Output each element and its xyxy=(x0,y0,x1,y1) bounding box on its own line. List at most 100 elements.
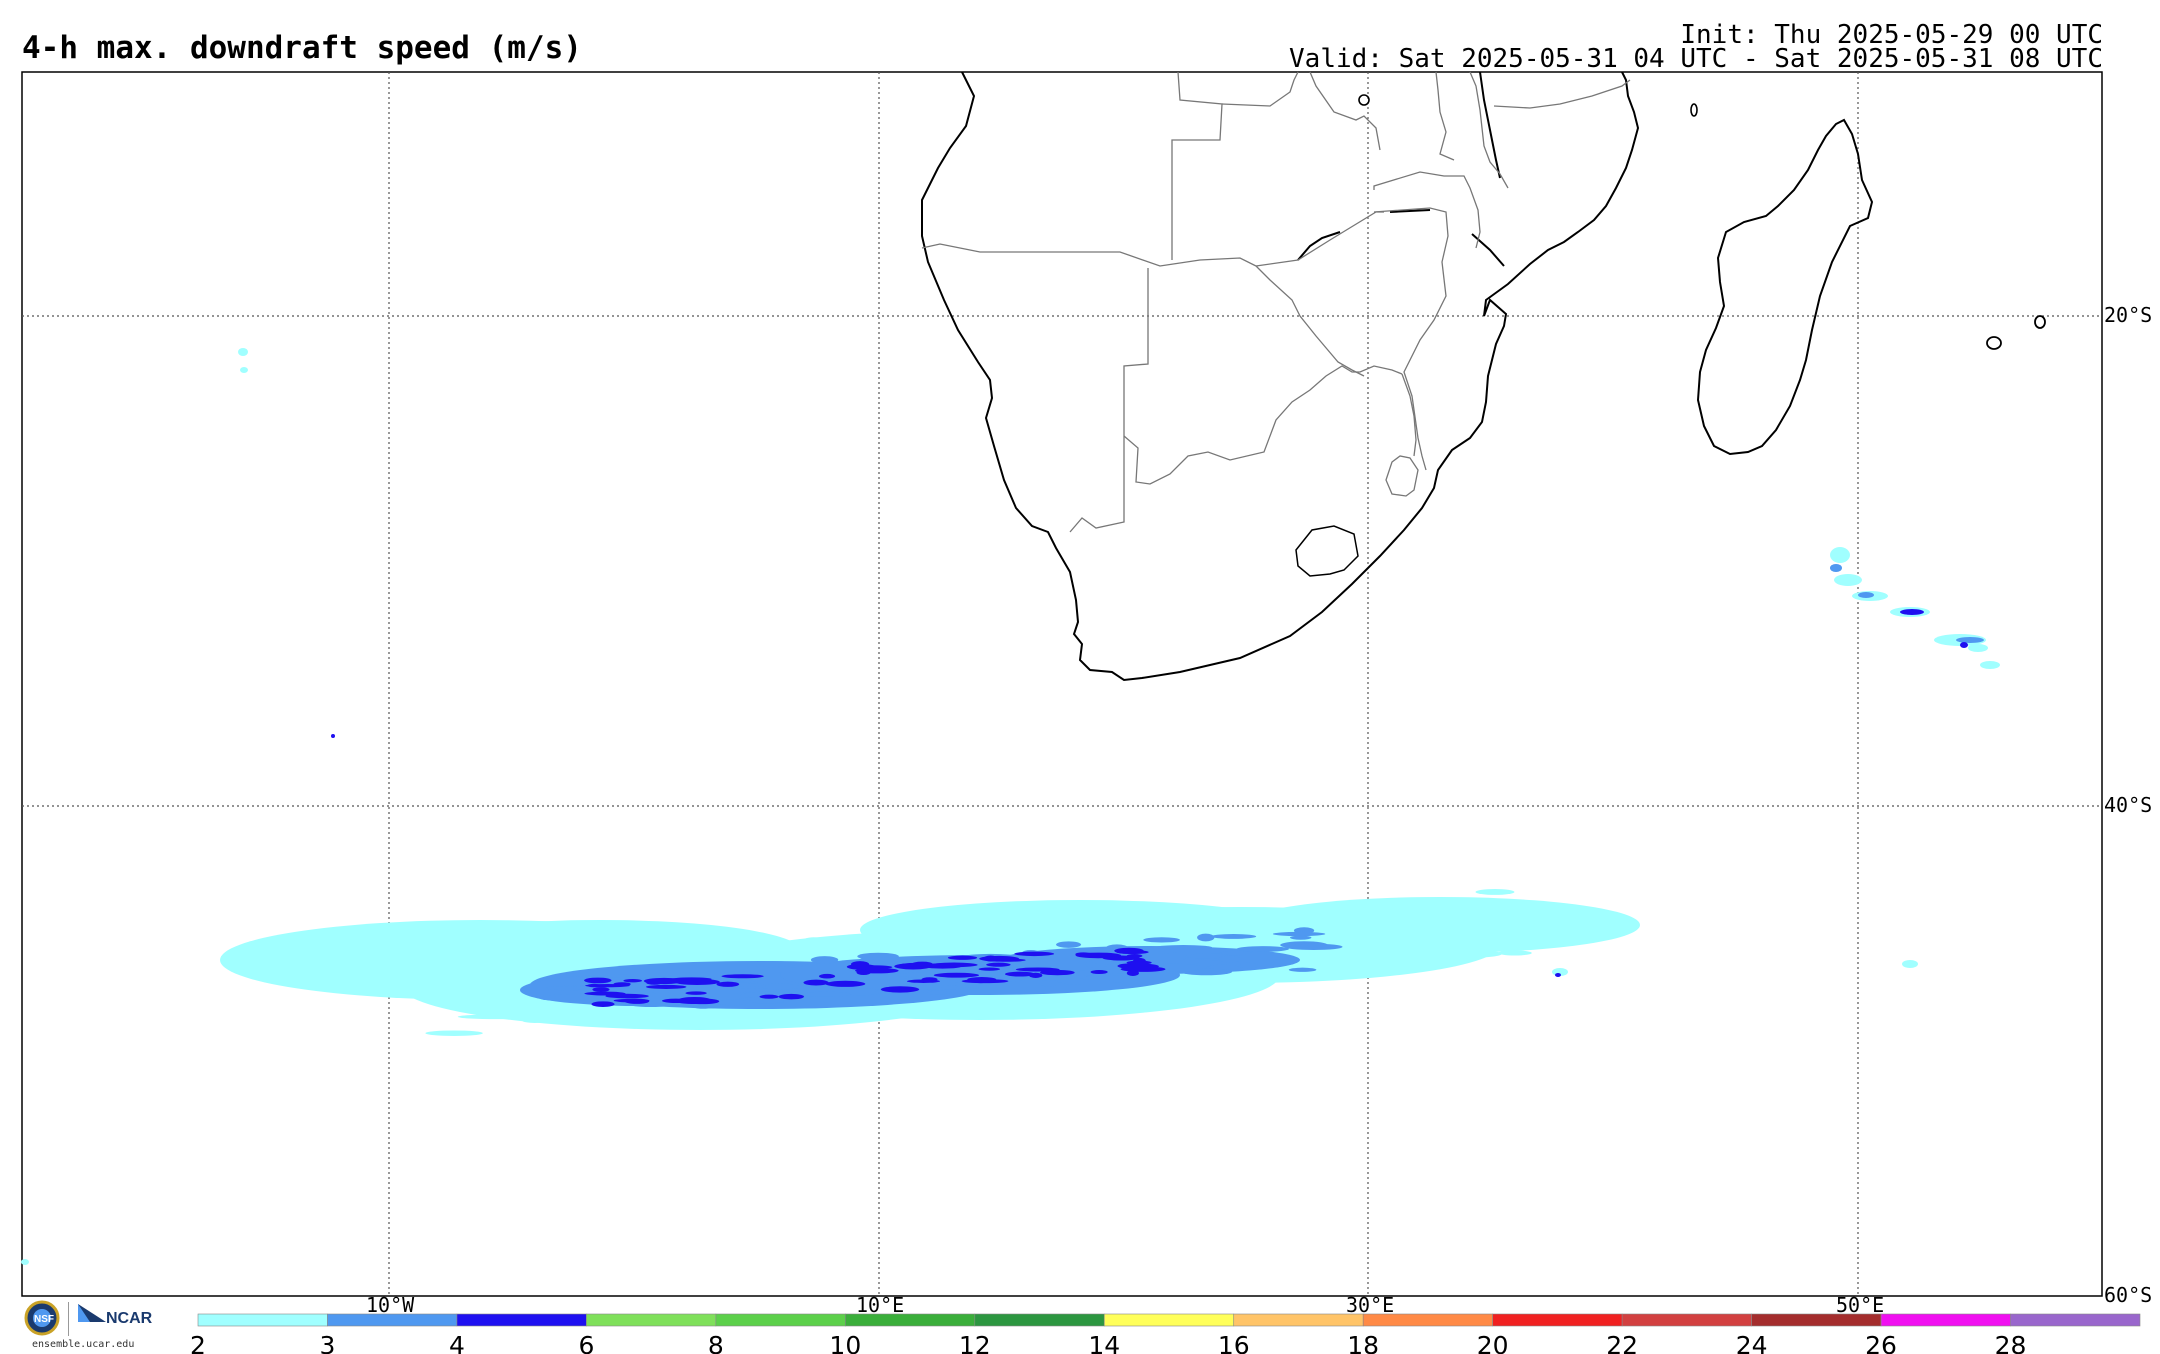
colorbar-tick-label: 8 xyxy=(708,1331,724,1354)
downdraft-streak-light xyxy=(1111,941,1183,947)
downdraft-streak-light xyxy=(614,1018,661,1024)
downdraft-streak-light xyxy=(934,937,984,944)
colorbar-tick-label: 24 xyxy=(1736,1331,1768,1354)
colorbar-swatch xyxy=(1492,1313,1623,1327)
downdraft-field xyxy=(21,348,2000,1265)
downdraft-streak-mid xyxy=(863,975,891,980)
downdraft-streak-mid xyxy=(1039,979,1059,987)
downdraft-streak-mid xyxy=(1220,950,1253,956)
downdraft-streak-light xyxy=(1487,930,1528,937)
downdraft-streak-dark xyxy=(1126,960,1152,965)
downdraft-streak-light xyxy=(1474,943,1551,950)
colorbar-tick-label: 26 xyxy=(1865,1331,1897,1354)
border-malawi-moz xyxy=(1469,71,1509,189)
country-borders xyxy=(921,71,1631,533)
downdraft-streak-mid xyxy=(776,966,793,974)
colorbar-swatch xyxy=(2010,1313,2141,1327)
downdraft-streak-mid xyxy=(1154,945,1213,950)
downdraft-streak-mid xyxy=(1239,962,1259,969)
downdraft-patch-east xyxy=(1834,574,1862,586)
downdraft-streak-dark xyxy=(585,984,630,988)
downdraft-patch-small xyxy=(21,1259,29,1265)
border-zambia-malawi xyxy=(1373,171,1481,249)
downdraft-streak-light xyxy=(1159,912,1181,918)
downdraft-patch-east xyxy=(1830,547,1850,563)
downdraft-streak-light xyxy=(442,983,500,988)
downdraft-streak-dark xyxy=(716,981,740,987)
downdraft-streak-dark xyxy=(584,977,612,984)
downdraft-streak-dark xyxy=(930,962,978,968)
downdraft-streak-mid xyxy=(1108,975,1127,983)
downdraft-patch-east-core xyxy=(1830,564,1842,572)
colorbar-swatch xyxy=(456,1313,587,1327)
downdraft-streak-dark xyxy=(880,986,920,993)
downdraft-streak-dark xyxy=(1090,970,1108,975)
downdraft-streak-dark xyxy=(900,962,931,967)
downdraft-streak-light xyxy=(1409,939,1451,948)
valid-time: Valid: Sat 2025-05-31 04 UTC - Sat 2025-… xyxy=(1289,44,2103,74)
colorbar-swatch xyxy=(1362,1313,1493,1327)
downdraft-streak-mid xyxy=(748,998,785,1004)
downdraft-streak-mid xyxy=(1284,943,1343,951)
colorbar-swatch xyxy=(197,1313,328,1327)
lon-label-10w: 10°W xyxy=(366,1293,415,1317)
downdraft-streak-light xyxy=(927,944,995,950)
downdraft-patch-east xyxy=(1968,644,1988,652)
downdraft-streak-mid xyxy=(545,986,593,991)
lat-label-40s: 40°S xyxy=(2104,793,2152,817)
colorbar-tick-label: 3 xyxy=(320,1331,336,1354)
nsf-logo: NSF xyxy=(24,1300,60,1336)
downdraft-patch-east-core xyxy=(1900,609,1924,615)
downdraft-streak-light xyxy=(842,939,894,945)
border-zimbabwe-mozambique xyxy=(1373,207,1449,471)
colorbar-tick-label: 20 xyxy=(1477,1331,1509,1354)
lake-cahora xyxy=(1389,209,1431,213)
downdraft-streak-light xyxy=(487,975,538,983)
downdraft-streak-light xyxy=(1211,908,1239,915)
downdraft-streak-dark xyxy=(1116,950,1149,955)
downdraft-streak-dark xyxy=(613,998,650,1003)
downdraft-streak-light xyxy=(1352,963,1397,971)
downdraft-streak-light xyxy=(1108,922,1184,931)
downdraft-streak-light xyxy=(1342,910,1384,917)
border-tanzania xyxy=(1435,71,1455,161)
downdraft-streak-mid xyxy=(810,956,839,964)
colorbar-swatch xyxy=(1880,1313,2011,1327)
africa-coastline xyxy=(921,71,1640,682)
downdraft-patch-east xyxy=(1980,661,2000,669)
downdraft-streak-light xyxy=(697,1008,732,1018)
downdraft-streak-light xyxy=(522,1018,548,1023)
border-zambia-zimbabwe xyxy=(1255,211,1384,267)
downdraft-streak-dark xyxy=(933,972,980,978)
lat-label-20s: 20°S xyxy=(2104,303,2152,327)
ncar-logo-mark xyxy=(78,1304,106,1322)
downdraft-streak-dark xyxy=(1029,972,1043,978)
downdraft-patch-small xyxy=(240,367,248,373)
colorbar-swatch xyxy=(586,1313,717,1327)
downdraft-streak-dark xyxy=(1014,951,1055,957)
border-swaziland xyxy=(1385,455,1419,497)
madagascar-coastline xyxy=(1696,118,1874,456)
downdraft-streak-dark xyxy=(818,973,836,979)
colorbar-tick-label: 12 xyxy=(959,1331,991,1354)
downdraft-patch-east-core xyxy=(1858,592,1874,598)
lat-label-60s: 60°S xyxy=(2104,1283,2152,1307)
downdraft-streak-dark xyxy=(778,993,804,1000)
border-angola-zambia xyxy=(1171,71,1223,260)
ncar-logo: NCAR xyxy=(106,1310,153,1327)
border-sa-moz xyxy=(1401,373,1417,457)
downdraft-streak-mid xyxy=(667,989,689,994)
comoros-island xyxy=(1690,103,1698,117)
downdraft-streak-dark xyxy=(1040,969,1075,976)
downdraft-streak-mid xyxy=(1182,957,1201,965)
downdraft-streak-dark xyxy=(721,974,764,979)
downdraft-streak-light xyxy=(1304,911,1335,916)
downdraft-streak-light xyxy=(564,950,630,961)
colorbar-swatch xyxy=(1621,1313,1752,1327)
downdraft-streak-light xyxy=(1475,889,1515,895)
downdraft-streak-light xyxy=(1320,929,1346,935)
lake-island xyxy=(1358,94,1370,106)
border-namibia-botswana xyxy=(1069,268,1149,533)
lon-label-30e: 30°E xyxy=(1346,1293,1394,1317)
